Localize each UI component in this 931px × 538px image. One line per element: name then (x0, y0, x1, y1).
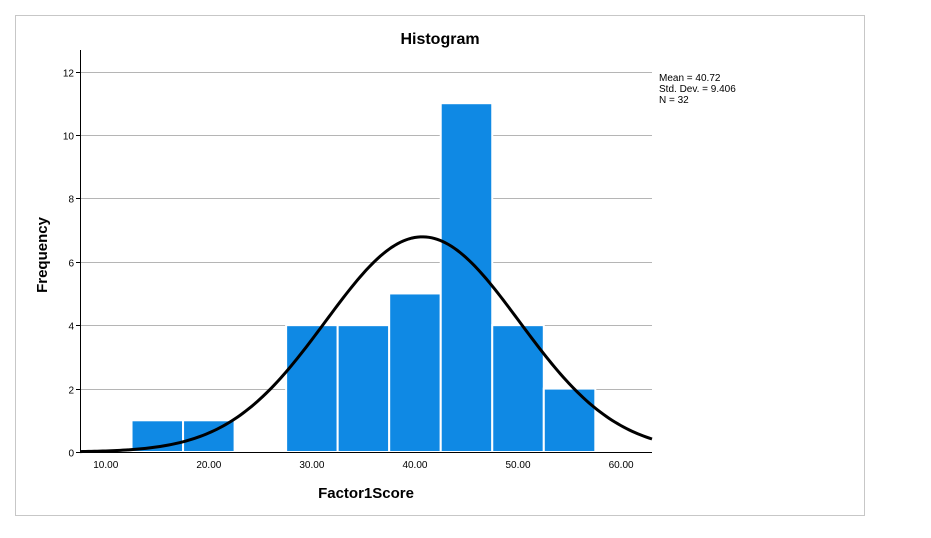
y-tick-label: 10 (63, 132, 75, 143)
tick-labels: 0 2 4 6 8 10 12 10.00 20.00 30.00 40.00 50.00 60.00 (63, 69, 634, 472)
histogram-bar (285, 324, 339, 453)
y-tick-label: 4 (68, 322, 74, 333)
chart-title: Histogram (400, 31, 479, 48)
histogram-bars (130, 102, 597, 454)
y-tick-label: 0 (68, 449, 74, 460)
histogram-bar (336, 324, 391, 453)
stats-n: N = 32 (659, 95, 689, 106)
x-tick-label: 60.00 (609, 460, 634, 471)
normal-curve (79, 235, 653, 454)
x-tick-label: 40.00 (402, 460, 427, 471)
chart-frame (15, 15, 865, 516)
y-axis-label: Frequency (34, 216, 51, 293)
y-tick-label: 12 (63, 69, 75, 80)
stats-std-dev: Std. Dev. = 9.406 (659, 84, 736, 95)
y-tick-label: 2 (68, 386, 74, 397)
y-tick-label: 6 (68, 259, 74, 270)
x-tick-label: 30.00 (299, 460, 324, 471)
histogram-bar (388, 292, 442, 454)
stats-mean: Mean = 40.72 (659, 73, 721, 84)
normal-curve-layer (79, 235, 653, 454)
x-tick-label: 10.00 (93, 460, 118, 471)
x-axis-label: Factor1Score (318, 485, 414, 502)
histogram-bar (542, 387, 597, 454)
axes (76, 50, 652, 453)
x-tick-label: 20.00 (196, 460, 221, 471)
y-tick-label: 8 (68, 195, 74, 206)
x-tick-label: 50.00 (506, 460, 531, 471)
